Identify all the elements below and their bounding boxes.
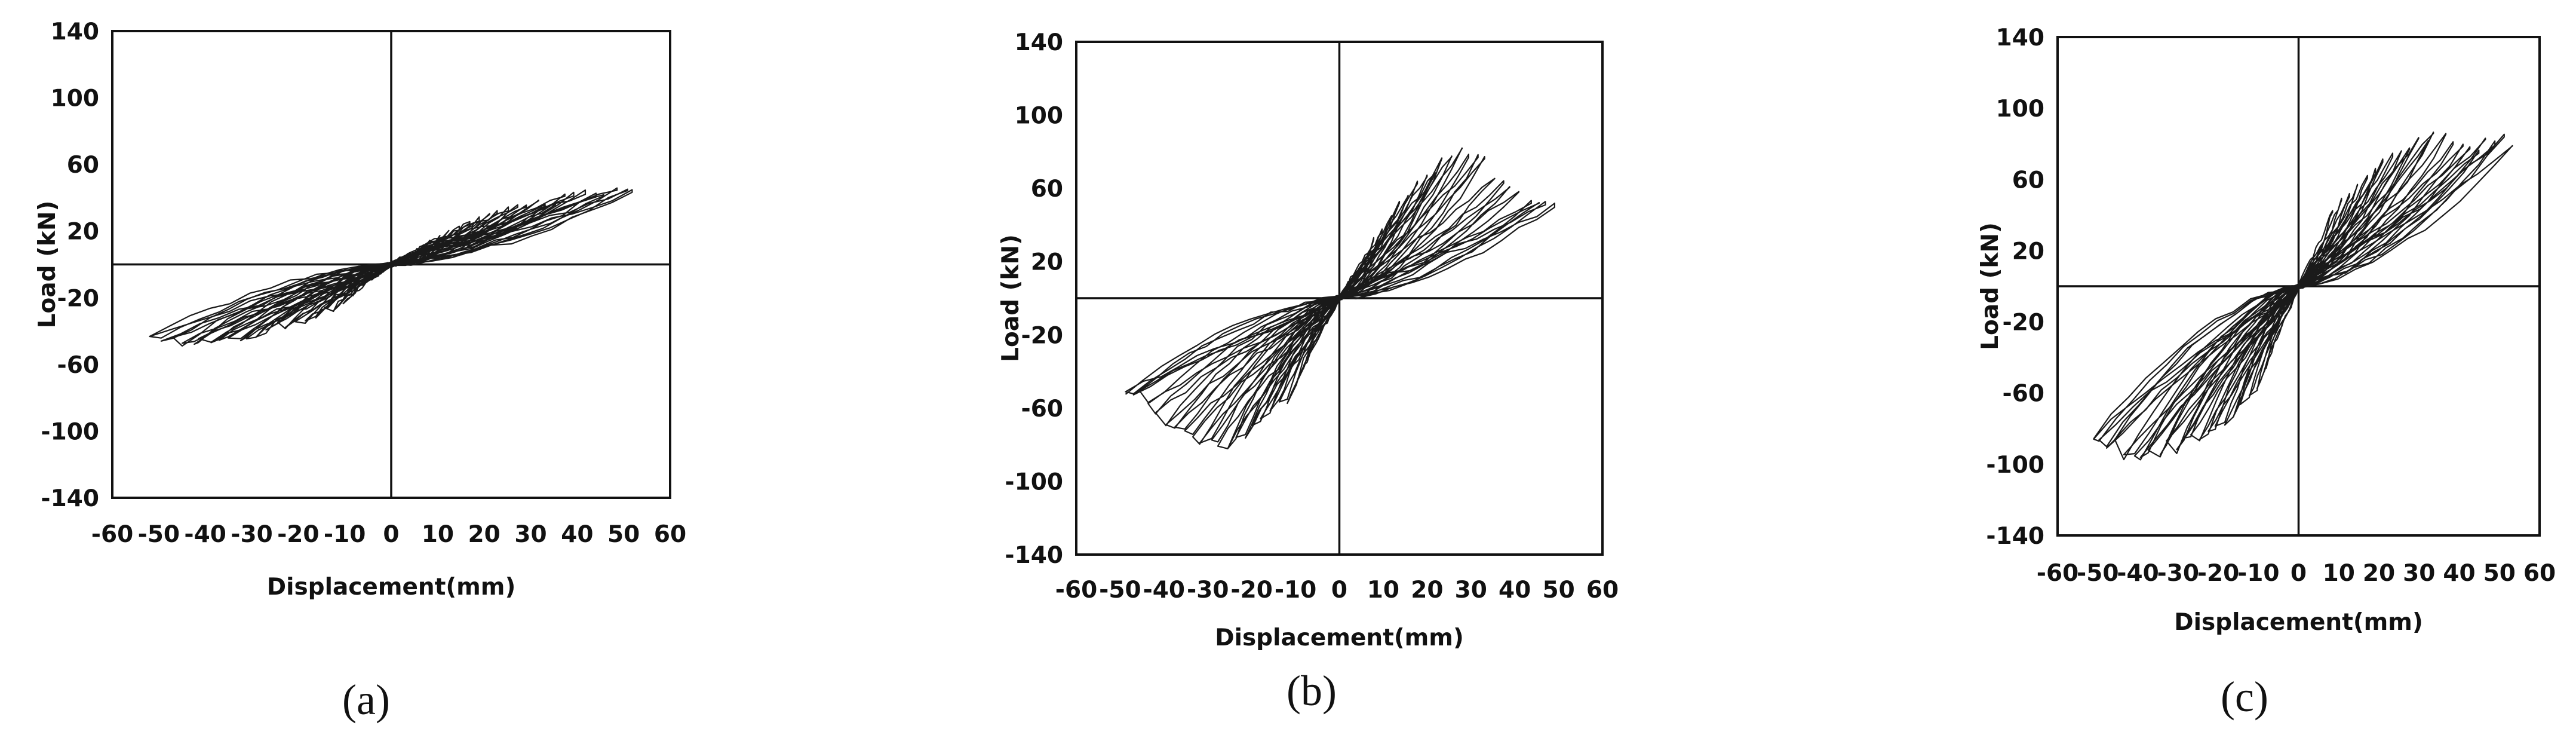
x-tick-label: -50 [138,521,180,548]
y-tick-label: 20 [67,219,99,246]
panel-c: -60-50-40-30-20-10 0 10 20 30 40 50 60140100602… [1977,25,2556,721]
y-tick-label: -100 [41,418,99,445]
y-tick-label: -20 [2003,310,2044,336]
y-axis-title: Load (kN) [997,234,1024,362]
x-tick-label: 10 [1367,577,1399,604]
panel-caption: (c) [2221,673,2268,721]
x-tick-label: 50 [1542,577,1574,604]
x-tick-label: 60 [1586,577,1619,604]
y-tick-label: 100 [51,85,99,112]
x-tick-label: 60 [2523,560,2556,587]
y-tick-label: -140 [1005,542,1063,569]
x-tick-label: 0 [383,521,399,548]
x-tick-label: -10 [2237,560,2279,587]
y-tick-label: 140 [1996,25,2044,51]
x-tick-label: 0 [1331,577,1347,604]
x-tick-label: -40 [1143,577,1185,604]
y-tick-label: -140 [41,485,99,512]
hysteresis-curve [1125,147,1555,449]
hysteresis-curve [149,187,633,347]
y-tick-label: -60 [2003,381,2044,408]
x-tick-label: 60 [654,521,686,548]
x-tick-label: 40 [1499,577,1531,604]
y-tick-label: -60 [57,352,99,379]
y-axis-title: Load (kN) [34,201,61,329]
y-tick-label: -20 [1021,322,1063,349]
x-tick-label: 50 [607,521,640,548]
x-tick-label: -20 [2197,560,2239,587]
x-tick-label: 30 [2403,560,2435,587]
x-tick-label: 40 [2443,560,2475,587]
x-tick-label: -20 [277,521,319,548]
x-axis-title: Displacement(mm) [1215,624,1464,651]
x-tick-label: 20 [468,521,501,548]
y-tick-label: 60 [2012,167,2044,194]
panel-caption: (a) [342,676,390,724]
panel-caption: (b) [1287,667,1337,715]
y-tick-label: -60 [1021,396,1063,422]
y-axis-title: Load (kN) [1977,222,2004,350]
x-tick-label: -60 [1055,577,1097,604]
x-tick-label: -50 [1099,577,1141,604]
y-tick-label: 140 [51,19,99,45]
x-tick-label: -50 [2077,560,2118,587]
y-tick-label: -20 [57,285,99,312]
x-axis-title: Displacement(mm) [2174,609,2423,636]
x-tick-label: -40 [2117,560,2159,587]
y-tick-label: 60 [67,152,99,179]
y-tick-label: -140 [1986,523,2044,550]
panel-a: -60 -50 -40 -30 -20 -10 0 10 20 30 40 50 60140100602… [34,19,686,724]
x-tick-label: -60 [2037,560,2078,587]
y-tick-label: -100 [1005,469,1063,495]
y-tick-label: -100 [1986,452,2044,479]
y-tick-label: 140 [1015,29,1063,56]
y-tick-label: 60 [1031,176,1063,203]
x-tick-label: -10 [324,521,366,548]
x-tick-label: 30 [1455,577,1487,604]
x-axis-title: Displacement(mm) [267,574,516,601]
y-tick-label: 100 [1996,96,2044,123]
x-tick-label: -30 [2157,560,2199,587]
x-tick-label: -10 [1275,577,1316,604]
x-tick-label: 30 [514,521,546,548]
hysteresis-curve [2093,131,2513,461]
x-tick-label: 40 [561,521,593,548]
x-tick-label: -20 [1230,577,1272,604]
x-tick-label: -30 [1187,577,1229,604]
x-tick-label: 50 [2483,560,2516,587]
x-tick-label: 10 [2323,560,2355,587]
y-tick-label: 20 [2012,238,2044,265]
x-tick-label: 20 [2363,560,2395,587]
x-tick-label: 10 [422,521,454,548]
y-tick-label: 100 [1015,103,1063,130]
panel-b: -60 -50 -40 -30 -20 -10 0 10 20 30 40 50 60140100602… [997,29,1619,715]
x-tick-label: 0 [2291,560,2307,587]
y-tick-label: 20 [1031,249,1063,276]
x-tick-label: -30 [231,521,272,548]
x-tick-label: 20 [1411,577,1443,604]
x-tick-label: -60 [91,521,133,548]
x-tick-label: -40 [184,521,226,548]
